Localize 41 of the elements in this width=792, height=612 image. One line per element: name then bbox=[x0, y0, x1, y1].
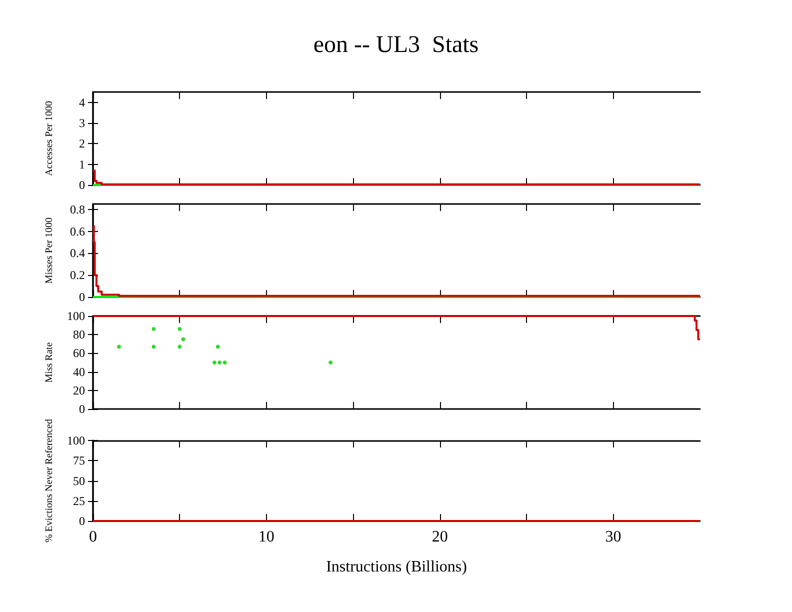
x-tick-label: 30 bbox=[605, 528, 622, 546]
point bbox=[216, 344, 220, 349]
point bbox=[178, 344, 182, 349]
y-tick-label: 40 bbox=[73, 364, 85, 379]
y-axis-title: % Evictions Never Referenced bbox=[44, 418, 55, 543]
y-tick-label: 75 bbox=[73, 454, 85, 468]
point bbox=[181, 337, 186, 342]
y-axis-title: Miss Rate bbox=[44, 342, 55, 383]
point bbox=[328, 360, 333, 364]
point bbox=[178, 327, 182, 332]
point bbox=[117, 344, 122, 349]
y-tick-label: 2 bbox=[79, 136, 85, 151]
y-tick-label: 20 bbox=[73, 383, 85, 398]
x-tick-label: 10 bbox=[258, 528, 274, 546]
y-tick-label: 80 bbox=[73, 328, 85, 342]
y-tick-label: 0.4 bbox=[70, 246, 85, 260]
y-tick-label: 3 bbox=[79, 116, 85, 130]
y-tick-label: 60 bbox=[73, 346, 85, 360]
y-tick-label: 4 bbox=[79, 95, 85, 110]
y-tick-label: 25 bbox=[73, 494, 85, 508]
y-axis-title: Accesses Per 1000 bbox=[44, 101, 55, 176]
y-tick-label: 50 bbox=[73, 474, 85, 488]
y-tick-label: 0.6 bbox=[70, 224, 85, 238]
x-axis-title: Instructions (Billions) bbox=[326, 558, 467, 576]
y-tick-label: 0 bbox=[79, 514, 85, 528]
y-tick-label: 0.2 bbox=[70, 268, 85, 282]
point bbox=[212, 360, 216, 364]
point bbox=[218, 360, 222, 364]
point bbox=[222, 360, 227, 364]
y-tick-label: 100 bbox=[67, 309, 85, 323]
y-tick-label: 0 bbox=[79, 402, 85, 416]
x-tick-label: 20 bbox=[432, 528, 448, 546]
point bbox=[152, 344, 156, 349]
point bbox=[152, 327, 156, 332]
chart-title: eon -- UL3 Stats bbox=[312, 32, 480, 59]
y-axis-title: Misses Per 1000 bbox=[44, 217, 55, 284]
y-tick-label: 0.8 bbox=[70, 202, 85, 216]
y-tick-label: 0 bbox=[79, 290, 85, 304]
y-tick-label: 100 bbox=[67, 434, 85, 448]
y-tick-label: 1 bbox=[79, 157, 85, 172]
y-tick-label: 0 bbox=[79, 178, 85, 192]
